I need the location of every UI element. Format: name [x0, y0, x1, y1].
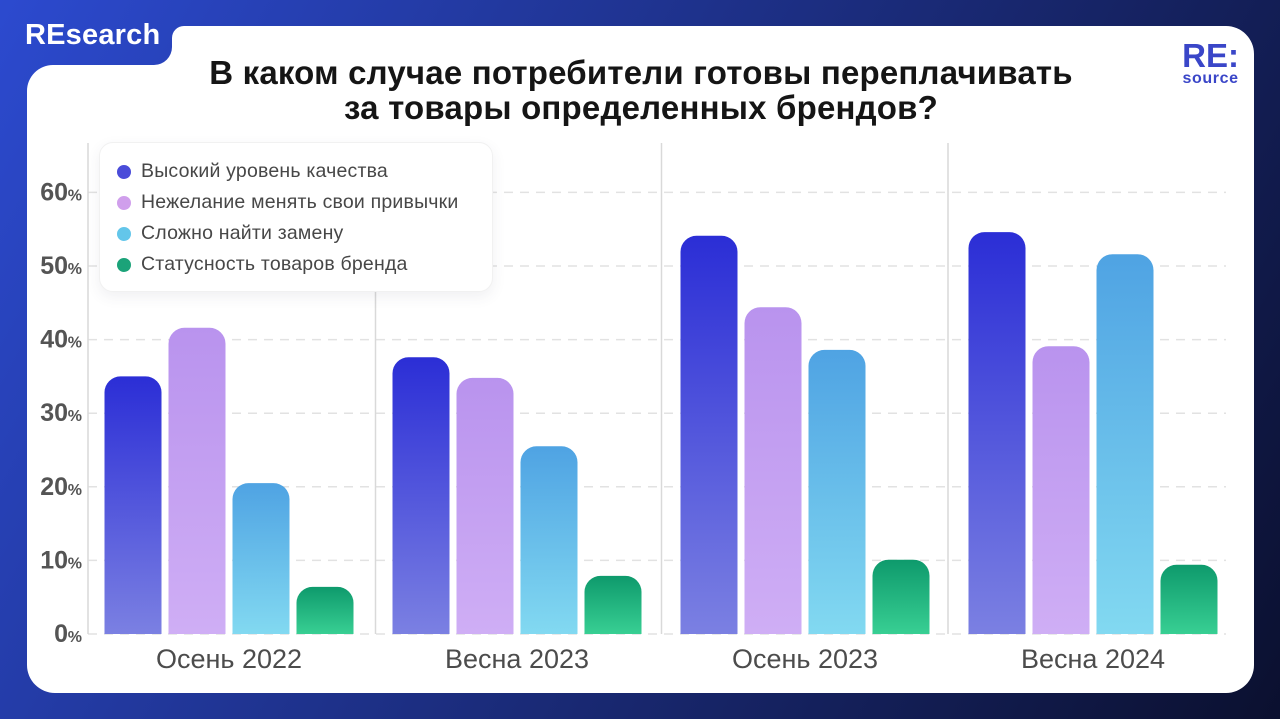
- svg-text:10: 10: [40, 546, 68, 574]
- svg-text:%: %: [68, 555, 82, 572]
- svg-text:%: %: [68, 187, 82, 204]
- svg-text:%: %: [68, 629, 82, 646]
- svg-text:%: %: [68, 408, 82, 425]
- svg-text:0: 0: [54, 620, 68, 648]
- svg-text:50: 50: [40, 252, 68, 280]
- svg-text:40: 40: [40, 326, 68, 354]
- svg-text:%: %: [68, 482, 82, 499]
- svg-text:30: 30: [40, 399, 68, 427]
- svg-text:Весна 2024: Весна 2024: [1021, 644, 1165, 674]
- svg-text:20: 20: [40, 473, 68, 501]
- svg-text:Осень 2022: Осень 2022: [156, 644, 302, 674]
- svg-text:%: %: [68, 261, 82, 278]
- svg-text:60: 60: [40, 178, 68, 206]
- svg-text:Осень 2023: Осень 2023: [732, 644, 878, 674]
- svg-text:%: %: [68, 335, 82, 352]
- svg-text:Весна 2023: Весна 2023: [445, 644, 589, 674]
